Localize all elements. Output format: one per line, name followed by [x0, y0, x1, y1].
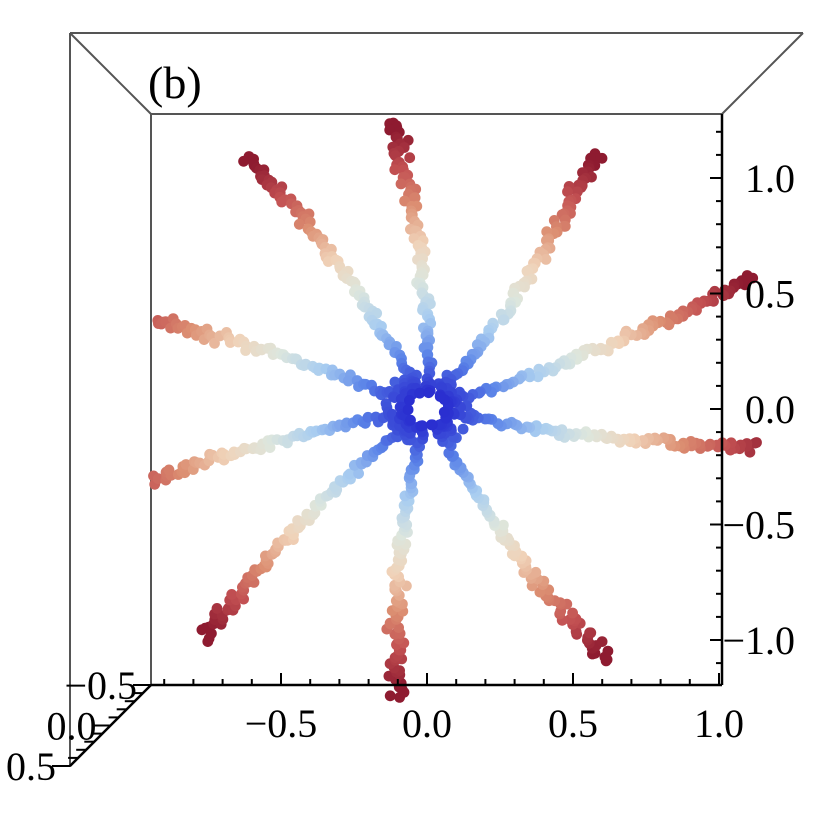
scatter-point	[414, 387, 425, 399]
scatter-point	[457, 423, 469, 435]
z-axis-ticks: −0.50.00.5	[6, 663, 151, 789]
scatter-point	[389, 164, 401, 176]
scatter-point	[562, 186, 573, 198]
scatter-point	[605, 336, 617, 348]
x-tick-label: 0.5	[548, 701, 598, 746]
scatter-point	[602, 645, 614, 657]
scatter-point	[224, 337, 236, 348]
scatter-point	[276, 196, 288, 208]
y-tick-label: 0.0	[745, 387, 795, 432]
z-tick-label: −0.5	[64, 663, 137, 708]
scatter-point	[240, 345, 252, 356]
y-axis-ticks: 1.0 0.5 0.0 −0.5 −1.0	[710, 130, 795, 665]
y-tick-label: −0.5	[722, 503, 795, 548]
scatter-point	[395, 178, 407, 190]
y-tick-label: −1.0	[722, 618, 795, 663]
scatter-point	[530, 566, 542, 578]
scatter-point	[344, 468, 356, 480]
scatter-point	[405, 414, 416, 426]
scatter-point	[749, 437, 761, 449]
scatter-point	[584, 627, 595, 639]
scatter-point	[163, 464, 175, 476]
y-tick-label: 0.5	[745, 272, 795, 317]
scatter-point	[393, 622, 404, 633]
scatter-point	[293, 218, 305, 230]
panel-label: (b)	[148, 57, 202, 108]
scatter-point	[226, 589, 238, 600]
scatter-point	[425, 419, 437, 431]
scatter-point	[395, 393, 407, 405]
scatter-point	[292, 515, 303, 526]
scatter-point	[532, 371, 544, 383]
scatter-point	[416, 420, 428, 431]
x-tick-label: −0.5	[245, 701, 318, 746]
scatter-point	[353, 468, 364, 479]
x-tick-label: 1.0	[694, 701, 744, 746]
z-tick-label: 0.0	[47, 704, 97, 749]
scatter-point	[384, 690, 396, 702]
scatter-point	[404, 395, 415, 406]
box-frame	[69, 32, 804, 767]
scatter-point	[384, 124, 396, 136]
scatter-point	[402, 404, 414, 416]
scatter-point	[404, 152, 416, 164]
back-left-diagonal	[69, 32, 152, 115]
scatter-point	[362, 411, 374, 423]
scatter-point	[423, 387, 434, 399]
scatter-point	[540, 254, 552, 265]
x-tick-label: 0.0	[402, 701, 452, 746]
scatter-points	[148, 117, 762, 703]
x-axis-ticks: −0.5 0.0 0.5 1.0	[163, 673, 744, 746]
scatter-point	[409, 192, 420, 204]
scatter-point	[596, 636, 608, 647]
scatter-point	[497, 314, 509, 326]
scatter-point	[238, 155, 250, 167]
scatter-point	[438, 406, 450, 418]
back-right-diagonal	[721, 32, 804, 115]
scatter-point	[211, 603, 223, 614]
scatter-point	[434, 391, 446, 402]
scatter-point	[567, 607, 578, 619]
scatter-point	[342, 375, 354, 387]
scatter-point	[209, 337, 220, 349]
scatter-point	[498, 519, 509, 531]
scatter-point	[524, 371, 536, 383]
y-tick-label: 1.0	[745, 156, 795, 201]
z-tick-label: 0.5	[6, 744, 56, 789]
